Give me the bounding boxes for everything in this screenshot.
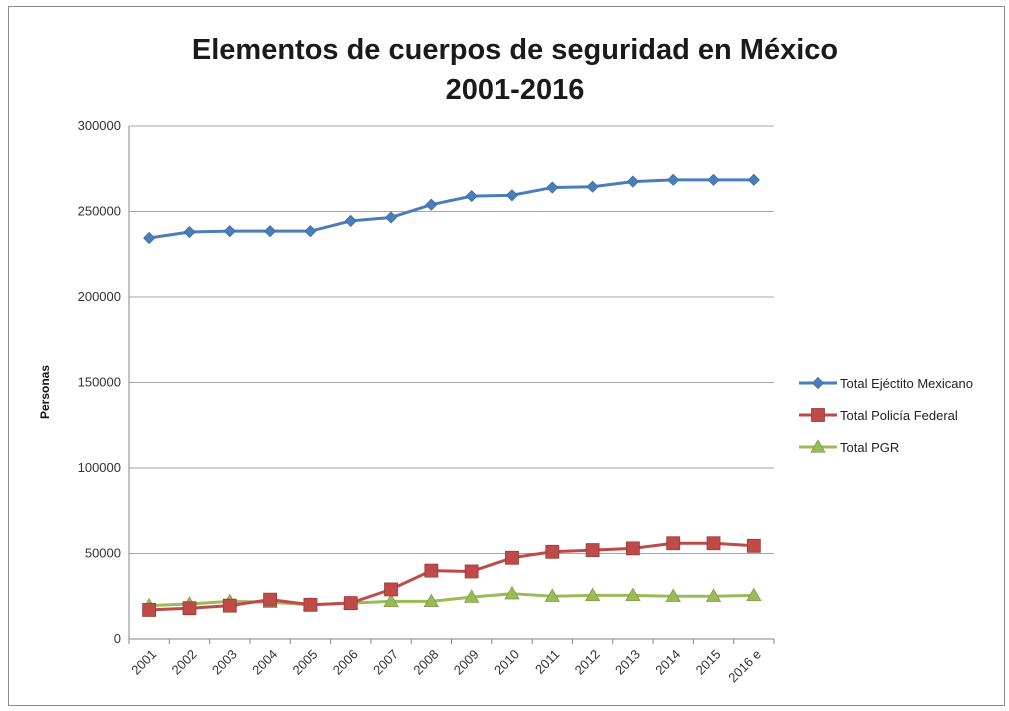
legend: Total Ejéctito Mexicano Total Policía Fed… [799,376,973,455]
data-point [585,543,600,557]
y-tick-label: 100000 [78,460,121,475]
data-point [425,198,438,211]
data-point [667,173,680,186]
data-point [222,598,237,613]
y-tick-label: 0 [114,631,121,646]
data-point [263,592,277,607]
x-tick-label: 2001 [128,647,159,678]
data-point [383,593,399,608]
legend-item: Total Ejéctito Mexicano [799,376,973,391]
chart-frame: Elementos de cuerpos de seguridad en Méx… [8,6,1005,706]
x-tick-label: 2014 [652,647,683,678]
data-point [183,225,196,239]
chart-title: Elementos de cuerpos de seguridad en Méx… [192,34,838,66]
data-point [626,175,639,188]
data-point [142,603,157,617]
legend-label: Total Ejéctito Mexicano [840,376,973,391]
x-tick-label: 2007 [370,647,401,678]
series-2 [142,536,761,617]
legend-marker [810,439,826,453]
x-tick-label: 2008 [410,647,441,678]
data-point [504,585,520,600]
x-tick-label: 2006 [330,647,361,678]
data-point [625,587,641,602]
data-point [706,536,721,551]
series-group [141,173,762,617]
legend-label: Total Policía Federal [840,408,958,423]
legend-label: Total PGR [840,440,899,455]
x-tick-label: 2002 [169,647,200,678]
data-point [665,588,681,602]
data-point [264,225,277,238]
y-tick-label: 50000 [85,546,121,561]
x-tick-label: 2009 [451,647,482,678]
x-tick-label: 2015 [693,647,724,678]
data-point [424,563,439,578]
x-tick-label: 2004 [249,647,280,678]
data-point [423,593,440,608]
y-tick-label: 150000 [78,375,121,390]
x-tick-label: 2012 [572,647,603,678]
y-tick-label: 300000 [78,118,121,133]
x-tick-label: 2011 [532,647,562,677]
data-point [584,587,601,602]
data-point [304,225,317,238]
data-point [182,601,197,616]
series-1 [143,173,760,245]
data-point [463,589,480,603]
x-tick-label: 2013 [612,647,643,678]
data-point [384,211,398,224]
data-point [746,587,762,602]
data-point [143,231,156,245]
data-point [544,588,560,602]
data-point [384,582,398,597]
data-point [344,214,357,227]
data-point [626,541,640,556]
y-axis-title: Personas [38,365,52,419]
x-tick-label: 2016 e [725,647,764,686]
x-tick-label: 2010 [491,647,522,678]
data-point [546,181,559,194]
data-point [505,189,519,202]
legend-marker [811,408,825,422]
axes: 0 50000 100000 150000 200000 250000 300000 2001… [78,118,775,686]
legend-item: Total Policía Federal [799,408,958,423]
chart-svg: Elementos de cuerpos de seguridad en Méx… [38,34,973,686]
x-tick-label: 2005 [289,647,320,678]
series-line [148,178,754,240]
data-point [223,225,236,238]
data-point [747,173,760,186]
legend-marker [811,376,825,390]
data-point [465,190,478,203]
data-point [746,538,761,553]
legend-item: Total PGR [799,439,899,455]
data-point [586,180,599,193]
series-line [149,541,754,612]
data-point [705,588,722,602]
gridlines [129,125,774,554]
data-point [666,536,681,551]
data-point [303,597,318,612]
data-point [707,173,720,186]
y-tick-label: 250000 [78,204,121,219]
data-point [343,596,358,610]
x-tick-label: 2003 [209,647,240,678]
data-point [505,550,519,565]
data-point [464,564,479,579]
y-tick-label: 200000 [78,289,121,304]
data-point [545,544,560,559]
chart-subtitle: 2001-2016 [446,74,585,106]
